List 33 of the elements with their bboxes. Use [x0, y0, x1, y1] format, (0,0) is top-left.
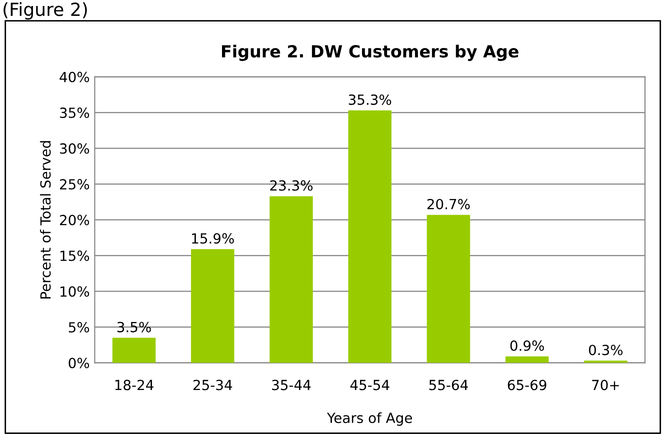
- data-label: 20.7%: [427, 198, 470, 210]
- x-tick-label: 65-69: [508, 380, 546, 390]
- y-tick-label: 10%: [60, 286, 90, 297]
- data-label: 23.3%: [270, 180, 313, 191]
- x-tick-label: 25-34: [193, 380, 232, 390]
- bar: [112, 338, 156, 363]
- bar: [426, 214, 470, 363]
- y-tick-label: 0%: [68, 358, 90, 368]
- data-label: 0.3%: [588, 344, 623, 356]
- y-tick-label: 30%: [60, 143, 90, 154]
- text: (Figure 2): [4, 2, 87, 20]
- data-label: 35.3%: [348, 94, 392, 105]
- x-tick-label: 70+: [592, 380, 619, 390]
- x-tick-label: 55-64: [429, 380, 468, 390]
- bar: [505, 356, 549, 363]
- x-tick-label: 18-24: [115, 380, 154, 390]
- y-tick-label: 35%: [60, 108, 90, 118]
- y-tick-label: 40%: [60, 72, 90, 82]
- bar: [270, 196, 313, 363]
- x-tick-label: 45-54: [350, 380, 390, 390]
- bar: [191, 249, 234, 363]
- data-label: 15.9%: [192, 233, 234, 244]
- data-label: 3.5%: [117, 322, 151, 332]
- bar: [348, 110, 392, 363]
- x-tick-label: 35-44: [272, 380, 311, 390]
- data-label: 0.9%: [510, 340, 544, 351]
- chart-title: Figure 2. DW Customers by Age: [222, 44, 518, 61]
- y-tick-label: 15%: [60, 250, 90, 262]
- y-tick-label: 20%: [60, 214, 90, 226]
- x-axis-title: Years of Age: [326, 412, 412, 426]
- y-tick-label: 25%: [60, 179, 90, 190]
- y-tick-label: 5%: [68, 322, 90, 333]
- y-axis-title: Percent of Total Served: [40, 141, 51, 298]
